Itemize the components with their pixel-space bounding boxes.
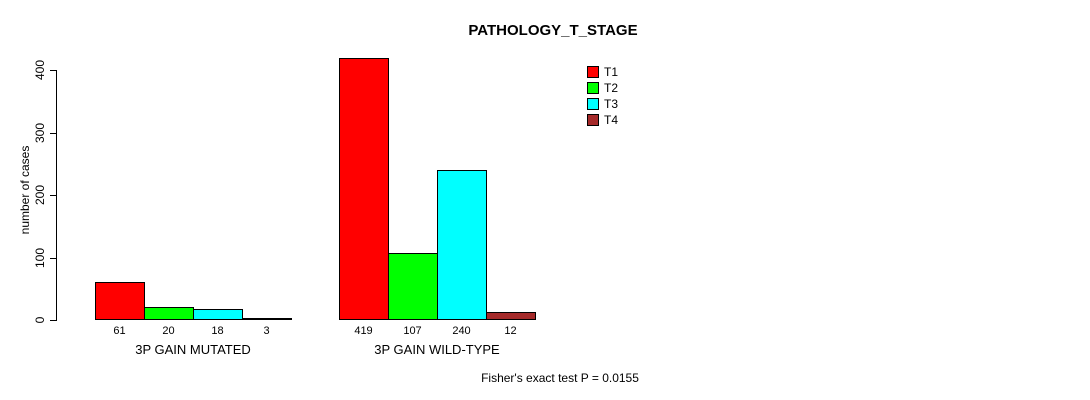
bar-value-label-t1-group1: 419 (354, 325, 373, 337)
bar-t1-group1 (339, 58, 389, 320)
category-label-3p-gain-wild-type: 3P GAIN WILD-TYPE (374, 342, 500, 357)
legend-label-t4: T4 (604, 113, 619, 127)
y-axis-tick-label-300: 300 (33, 122, 47, 144)
bar-t3-group1 (437, 170, 487, 320)
bar-value-label-t4-group1: 12 (504, 325, 517, 337)
y-axis-tick-0 (50, 320, 57, 321)
legend-item-t4: T4 (587, 114, 618, 126)
fisher-test-annotation: Fisher's exact test P = 0.0155 (481, 371, 639, 385)
bar-t2-group0 (144, 307, 194, 320)
bar-t2-group1 (388, 253, 438, 320)
bar-value-label-t3-group1: 240 (452, 325, 471, 337)
y-axis-tick-label-100: 100 (33, 247, 47, 269)
category-label-3p-gain-mutated: 3P GAIN MUTATED (135, 342, 251, 357)
legend-label-t1: T1 (604, 65, 619, 79)
y-axis-tick-300 (50, 133, 57, 134)
bar-value-label-t1-group0: 61 (113, 325, 126, 337)
bar-t3-group0 (193, 309, 243, 320)
legend-item-t1: T1 (587, 66, 618, 78)
bar-value-label-t2-group1: 107 (403, 325, 422, 337)
bar-value-label-t2-group0: 20 (162, 325, 175, 337)
legend-swatch-t2 (587, 82, 599, 94)
legend-item-t2: T2 (587, 82, 618, 94)
y-axis-tick-200 (50, 195, 57, 196)
bar-t4-group0 (242, 318, 292, 320)
legend-swatch-t1 (587, 66, 599, 78)
legend-label-t2: T2 (604, 81, 619, 95)
legend-swatch-t3 (587, 98, 599, 110)
bar-t1-group0 (95, 282, 145, 320)
chart-title: PATHOLOGY_T_STAGE (468, 22, 638, 39)
y-axis-tick-label-0: 0 (33, 316, 47, 324)
y-axis-tick-400 (50, 70, 57, 71)
y-axis-label: number of cases (18, 145, 32, 235)
y-axis-tick-label-200: 200 (33, 184, 47, 206)
y-axis-tick-label-400: 400 (33, 59, 47, 81)
legend-item-t3: T3 (587, 98, 618, 110)
y-axis-tick-100 (50, 258, 57, 259)
legend-swatch-t4 (587, 114, 599, 126)
bar-value-label-t3-group0: 18 (211, 325, 224, 337)
bar-value-label-t4-group0: 3 (263, 325, 270, 337)
legend-label-t3: T3 (604, 97, 619, 111)
legend: T1 T2 T3 T4 (587, 66, 618, 130)
bar-t4-group1 (486, 312, 536, 320)
